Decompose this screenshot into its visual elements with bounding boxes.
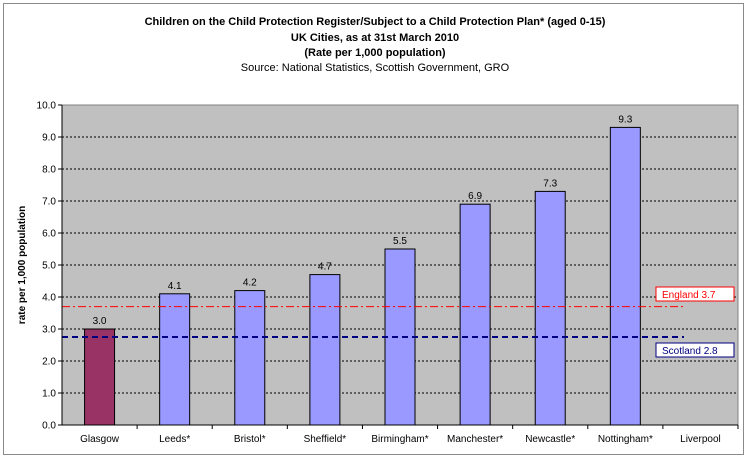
- chart-subtitle: Source: National Statistics, Scottish Go…: [240, 62, 510, 74]
- bar: [459, 203, 491, 426]
- y-tick-label: 9.0: [42, 133, 56, 144]
- bar: [534, 190, 566, 426]
- bar: [384, 248, 416, 426]
- y-tick-label: 10.0: [37, 101, 57, 112]
- y-tick-label: 4.0: [42, 293, 56, 304]
- y-tick-label: 8.0: [42, 165, 56, 176]
- chart-title-line-3: (Rate per 1,000 population): [304, 47, 446, 59]
- value-labels: 3.0 4.1 4.2 4.7 5.5 6.9 7.3 9.3: [93, 114, 633, 327]
- x-tick-label: Glasgow: [80, 434, 120, 445]
- y-tick-label: 6.0: [42, 229, 56, 240]
- bar: [609, 126, 641, 426]
- bar-value-label: 9.3: [618, 114, 632, 125]
- y-tick-label: 2.0: [42, 357, 56, 368]
- reference-label-scotland: Scotland 2.8: [662, 346, 718, 357]
- bar: [159, 293, 191, 426]
- x-tick-label: Birmingham*: [371, 434, 428, 445]
- y-axis-ticks: 0.0 1.0 2.0 3.0 4.0 5.0 6.0 7.0 8.0 9.0 10.0: [37, 101, 63, 432]
- y-axis-title: rate per 1,000 population: [17, 206, 28, 324]
- y-tick-label: 3.0: [42, 325, 56, 336]
- bar-value-label: 4.7: [318, 262, 332, 273]
- bar: [309, 274, 341, 426]
- bars: [84, 126, 641, 426]
- reference-label-england: England 3.7: [662, 290, 716, 301]
- y-tick-label: 7.0: [42, 197, 56, 208]
- reference-lines: England 3.7 Scotland 2.8: [62, 286, 735, 358]
- reference-label-box-england: [655, 286, 735, 302]
- x-tick-label: Nottingham*: [598, 434, 653, 445]
- bar: [84, 328, 116, 426]
- y-tick-label: 0.0: [42, 421, 56, 432]
- bar-value-label: 5.5: [393, 236, 407, 247]
- chart-title-line-1: Children on the Child Protection Registe…: [144, 16, 606, 28]
- bar-value-label: 3.0: [93, 316, 107, 327]
- y-tick-label: 1.0: [42, 389, 56, 400]
- reference-label-box-scotland: [655, 342, 735, 358]
- y-tick-label: 5.0: [42, 261, 56, 272]
- x-tick-label: Bristol*: [234, 434, 266, 445]
- bar-value-label: 4.1: [168, 281, 182, 292]
- x-axis-ticks: Glasgow Leeds* Bristol* Sheffield* Birmingha…: [62, 424, 739, 445]
- bar-value-label: 4.2: [243, 278, 257, 289]
- x-tick-label: Leeds*: [159, 434, 190, 445]
- x-tick-label: Newcastle*: [525, 434, 575, 445]
- bar-value-label: 6.9: [468, 191, 482, 202]
- x-tick-label: Sheffield*: [304, 434, 347, 445]
- chart-title-line-2: UK Cities, as at 31st March 2010: [290, 32, 460, 44]
- x-tick-label: Manchester*: [447, 434, 503, 445]
- bar: [234, 290, 266, 426]
- x-tick-label: Liverpool: [680, 434, 721, 445]
- bar-value-label: 7.3: [543, 178, 557, 189]
